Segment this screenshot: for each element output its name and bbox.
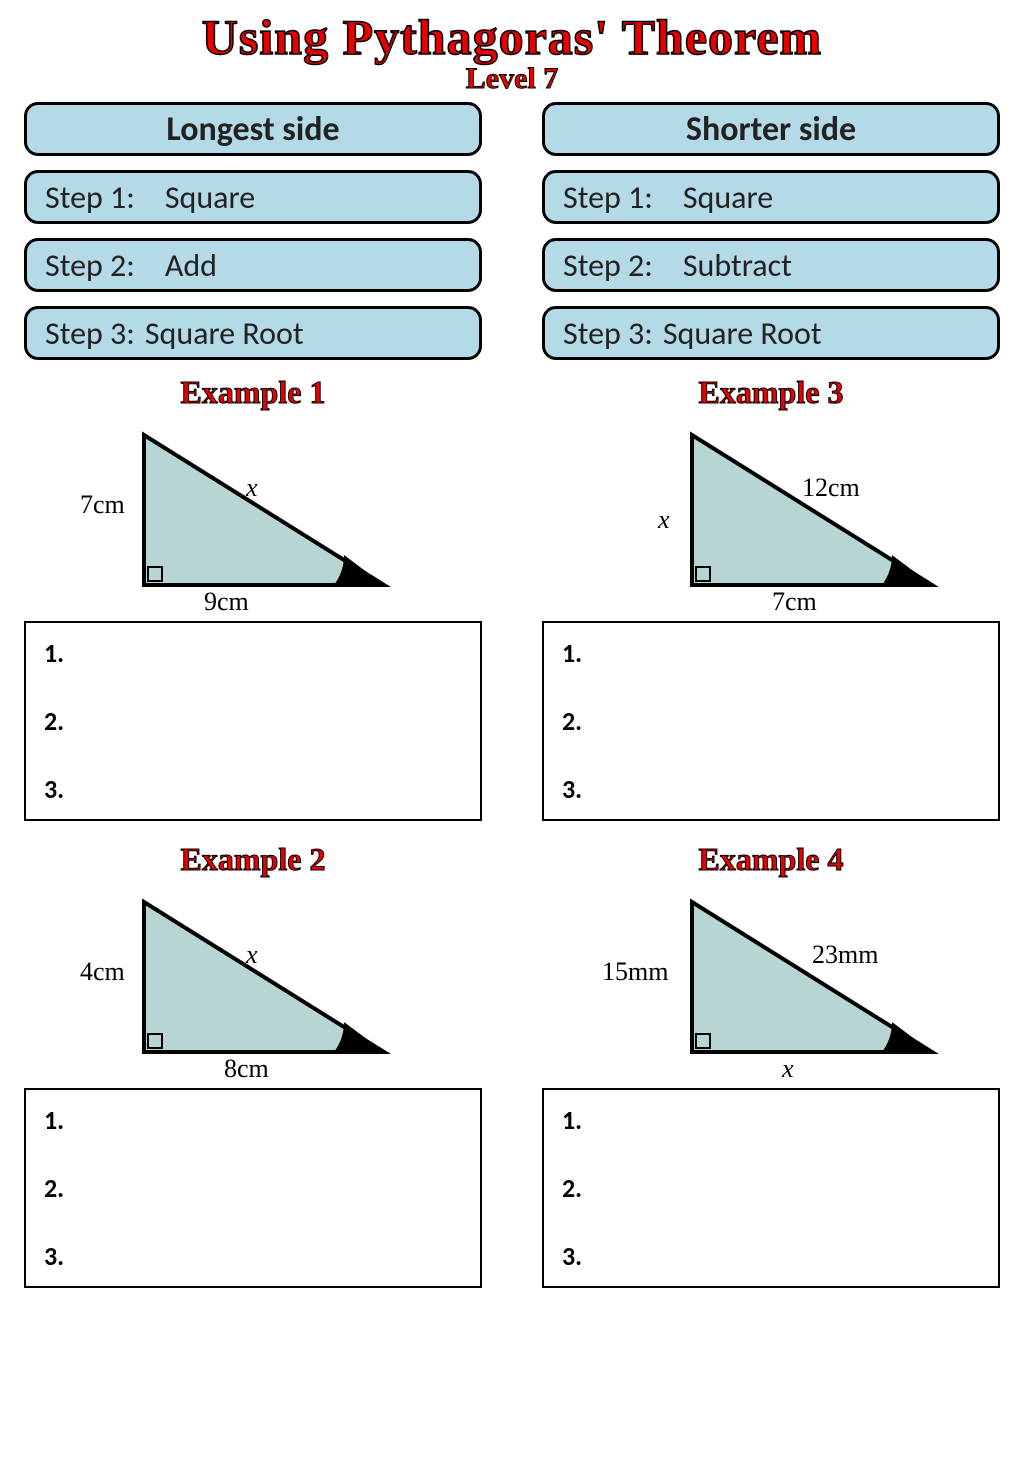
- work-line: 1.: [562, 1104, 980, 1136]
- triangle-diagram: 4cm x 8cm: [24, 882, 482, 1082]
- work-line: 1.: [44, 637, 462, 669]
- hyp-label: x: [246, 940, 258, 970]
- step-action: Add: [165, 246, 217, 285]
- example-3: Example 3 x 12cm 7cm 1. 2. 3.: [542, 374, 1000, 821]
- example-title: Example 1: [24, 374, 482, 411]
- work-line: 3.: [562, 1240, 980, 1272]
- step-action: Square Root: [663, 314, 822, 353]
- example-4: Example 4 15mm 23mm x 1. 2. 3.: [542, 841, 1000, 1288]
- example-1: Example 1 7cm x 9cm 1. 2. 3.: [24, 374, 482, 821]
- side-a-label: 7cm: [80, 490, 125, 520]
- right-column: Shorter side Step 1: Square Step 2: Subt…: [542, 102, 1000, 1308]
- right-heading-pill: Shorter side: [542, 102, 1000, 156]
- work-line: 3.: [562, 773, 980, 805]
- triangle-diagram: 7cm x 9cm: [24, 415, 482, 615]
- work-line: 3.: [44, 1240, 462, 1272]
- step-label: Step 1:: [45, 178, 135, 217]
- hyp-label: x: [246, 473, 258, 503]
- left-step-3: Step 3: Square Root: [24, 306, 482, 360]
- right-step-2: Step 2: Subtract: [542, 238, 1000, 292]
- left-step-2: Step 2: Add: [24, 238, 482, 292]
- left-heading-pill: Longest side: [24, 102, 482, 156]
- triangle-diagram: 15mm 23mm x: [542, 882, 1000, 1082]
- work-box: 1. 2. 3.: [542, 621, 1000, 821]
- step-label: Step 1:: [563, 178, 653, 217]
- step-action: Square: [165, 178, 255, 217]
- work-box: 1. 2. 3.: [24, 1088, 482, 1288]
- page-title: Using Pythagoras' Theorem: [0, 0, 1024, 66]
- work-line: 2.: [44, 705, 462, 737]
- step-label: Step 2:: [563, 246, 653, 285]
- triangle-diagram: x 12cm 7cm: [542, 415, 1000, 615]
- step-action: Square: [683, 178, 773, 217]
- work-line: 1.: [44, 1104, 462, 1136]
- example-2: Example 2 4cm x 8cm 1. 2. 3.: [24, 841, 482, 1288]
- work-line: 2.: [44, 1172, 462, 1204]
- work-line: 2.: [562, 1172, 980, 1204]
- side-b-label: 9cm: [204, 587, 249, 617]
- work-line: 3.: [44, 773, 462, 805]
- right-step-1: Step 1: Square: [542, 170, 1000, 224]
- example-title: Example 4: [542, 841, 1000, 878]
- triangle-svg: [542, 415, 1002, 615]
- step-action: Square Root: [145, 314, 304, 353]
- side-b-label: 8cm: [224, 1054, 269, 1084]
- side-b-label: 7cm: [772, 587, 817, 617]
- two-column-layout: Longest side Step 1: Square Step 2: Add …: [0, 96, 1024, 1308]
- step-action: Subtract: [683, 246, 792, 285]
- page-subtitle: Level 7: [0, 62, 1024, 96]
- right-step-3: Step 3: Square Root: [542, 306, 1000, 360]
- work-box: 1. 2. 3.: [542, 1088, 1000, 1288]
- example-title: Example 2: [24, 841, 482, 878]
- side-a-label: x: [658, 505, 670, 535]
- left-step-1: Step 1: Square: [24, 170, 482, 224]
- work-box: 1. 2. 3.: [24, 621, 482, 821]
- side-a-label: 4cm: [80, 957, 125, 987]
- left-column: Longest side Step 1: Square Step 2: Add …: [24, 102, 482, 1308]
- hyp-label: 23mm: [812, 940, 878, 970]
- side-b-label: x: [782, 1054, 794, 1084]
- side-a-label: 15mm: [602, 957, 668, 987]
- work-line: 1.: [562, 637, 980, 669]
- step-label: Step 3:: [45, 314, 135, 353]
- hyp-label: 12cm: [802, 473, 860, 503]
- example-title: Example 3: [542, 374, 1000, 411]
- step-label: Step 3:: [563, 314, 653, 353]
- work-line: 2.: [562, 705, 980, 737]
- step-label: Step 2:: [45, 246, 135, 285]
